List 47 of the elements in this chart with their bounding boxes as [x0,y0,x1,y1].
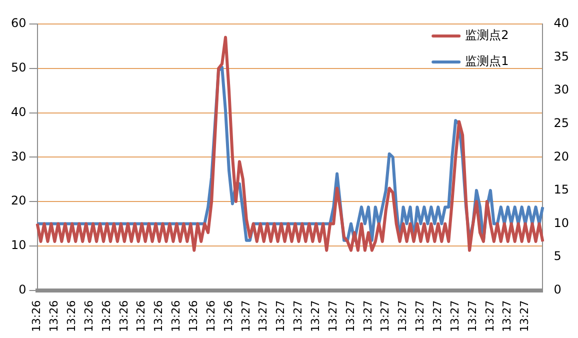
y2-tick-label: 15 [554,182,570,197]
x-tick-label: 13:27 [414,300,427,332]
x-tick-label: 13:27 [448,300,462,332]
y2-tick-label: 30 [554,82,570,97]
x-tick-label: 13:26 [222,300,235,332]
x-tick-label: 13:26 [64,300,78,332]
y2-tick-label: 40 [554,16,570,30]
y2-tick-label: 25 [554,116,570,130]
x-tick-label: 13:27 [466,300,479,332]
y2-tick-label: 0 [554,282,562,296]
x-tick-label: 13:27 [361,300,374,332]
x-tick-label: 13:26 [82,300,96,332]
y-tick-label: 10 [10,238,26,252]
x-tick-label: 13:26 [30,300,44,332]
x-tick-label: 13:27 [431,300,444,332]
x-tick-label: 13:26 [152,300,166,332]
y2-tick-label: 35 [554,49,570,64]
x-tick-label: 13:27 [309,300,322,332]
x-tick-label: 13:26 [117,300,130,332]
y2-tick-label: 10 [554,216,570,230]
y2-tick-label: 5 [554,249,562,264]
y-tick-label: 30 [10,149,26,164]
x-tick-label: 13:27 [292,300,305,332]
x-tick-label: 13:26 [186,300,200,332]
x-tick-label: 13:27 [518,300,532,332]
x-tick-label: 13:27 [500,300,514,332]
x-tick-label: 13:26 [100,300,113,332]
x-tick-label: 13:27 [326,300,340,332]
x-tick-label: 13:27 [378,300,392,332]
x-tick-label: 13:26 [204,300,218,332]
y-tick-label: 0 [18,282,26,296]
y-tick-label: 40 [10,104,26,119]
x-tick-label: 13:27 [274,300,288,332]
x-tick-label: 13:26 [170,300,183,332]
x-tick-label: 13:26 [48,300,61,332]
y2-tick-label: 20 [554,149,570,164]
y-tick-label: 20 [10,194,26,208]
x-tick-label: 13:27 [396,300,410,332]
x-tick-label: 13:27 [239,300,252,332]
y-tick-label: 60 [10,16,26,30]
x-tick-label: 13:27 [344,300,357,332]
x-tick-label: 13:27 [483,300,496,332]
legend-label: 监测点1 [465,54,509,68]
y-tick-label: 50 [10,60,26,75]
x-tick-label: 13:27 [256,300,270,332]
legend-label: 监测点2 [465,28,509,42]
x-tick-label: 13:26 [134,300,148,332]
